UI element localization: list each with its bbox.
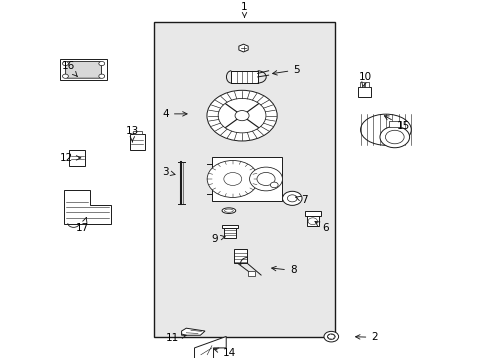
Text: 10: 10	[358, 72, 371, 87]
Circle shape	[62, 74, 68, 78]
Circle shape	[282, 191, 302, 205]
Ellipse shape	[224, 209, 233, 212]
Bar	[233, 249, 247, 264]
Circle shape	[287, 195, 297, 202]
Text: 15: 15	[384, 116, 409, 131]
Bar	[69, 150, 85, 166]
Bar	[211, 157, 282, 201]
Text: 12: 12	[60, 153, 81, 163]
Circle shape	[206, 90, 277, 141]
Text: 5: 5	[272, 65, 299, 75]
Text: 4: 4	[162, 109, 187, 119]
Circle shape	[249, 167, 282, 191]
Polygon shape	[239, 44, 248, 52]
Text: 11: 11	[165, 333, 186, 343]
Bar	[358, 87, 370, 96]
Bar	[130, 134, 144, 150]
Circle shape	[327, 334, 334, 339]
Bar	[231, 71, 257, 83]
FancyBboxPatch shape	[65, 62, 102, 78]
Text: 16: 16	[61, 61, 77, 76]
Circle shape	[99, 62, 104, 66]
Bar	[60, 59, 107, 80]
Circle shape	[235, 111, 248, 121]
Circle shape	[385, 130, 403, 144]
Circle shape	[324, 331, 338, 342]
Text: 2: 2	[355, 332, 377, 342]
Polygon shape	[181, 328, 204, 335]
Circle shape	[207, 161, 258, 197]
Polygon shape	[64, 190, 110, 224]
Text: 17: 17	[76, 217, 89, 233]
Circle shape	[270, 182, 278, 188]
Ellipse shape	[222, 208, 235, 213]
Circle shape	[99, 74, 104, 78]
Circle shape	[224, 172, 241, 185]
Bar	[247, 271, 254, 276]
Bar	[224, 228, 236, 238]
Bar	[133, 131, 142, 134]
Circle shape	[307, 218, 317, 225]
Circle shape	[257, 172, 275, 185]
Circle shape	[218, 98, 265, 133]
Text: 13: 13	[125, 126, 139, 142]
Bar	[154, 22, 334, 337]
Circle shape	[62, 62, 68, 66]
Bar	[304, 211, 320, 216]
Bar	[365, 82, 368, 87]
Bar	[306, 216, 318, 226]
Text: 6: 6	[314, 221, 328, 233]
Text: 14: 14	[214, 348, 235, 358]
Bar	[359, 82, 363, 87]
Text: 3: 3	[162, 167, 175, 177]
Bar	[388, 121, 400, 127]
Text: 1: 1	[241, 2, 247, 17]
Text: 7: 7	[295, 195, 307, 205]
Polygon shape	[194, 337, 226, 359]
Bar	[222, 225, 237, 228]
Text: 9: 9	[211, 234, 224, 244]
Text: 8: 8	[271, 265, 296, 275]
Circle shape	[379, 126, 409, 148]
